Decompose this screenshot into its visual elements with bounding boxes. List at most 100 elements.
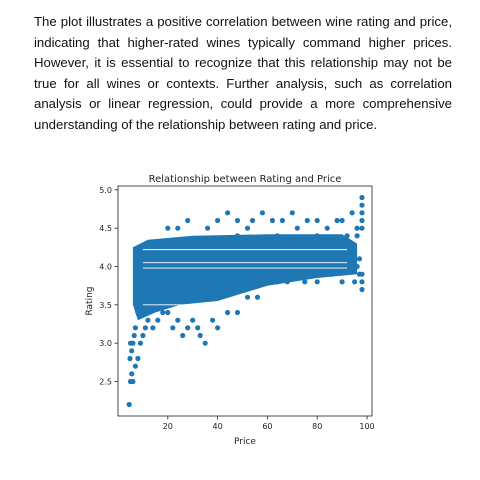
scatter-point [354,225,360,231]
scatter-point [279,217,285,224]
y-tick-label: 3.0 [99,339,112,348]
scatter-point [359,210,365,216]
scatter-point [324,225,330,231]
scatter-point [135,309,141,316]
scatter-point [126,401,132,408]
x-tick-label: 100 [359,422,374,431]
scatter-point [155,317,161,323]
scatter-point [289,210,295,216]
scatter-point [359,225,365,231]
x-axis-label: Price [234,437,256,447]
scatter-point [131,332,137,339]
scatter-point [170,325,176,331]
scatter-point [269,217,275,224]
scatter-point [132,325,138,331]
scatter-point [284,279,290,285]
scatter-point [129,348,135,354]
scatter-point [339,279,345,285]
scatter-point [132,363,138,369]
scatter-point [197,332,203,339]
scatter-point [274,233,280,239]
scatter-point [244,294,251,300]
scatter-point [352,279,358,285]
scatter-point [160,309,166,316]
scatter-point [244,225,251,231]
y-tick-label: 2.5 [99,378,112,387]
scatter-point [127,355,133,362]
scatter-point [249,217,256,224]
scatter-point [195,325,201,331]
scatter-point [175,225,181,231]
chart-title: Relationship between Rating and Price [149,174,342,185]
scatter-point [234,217,241,224]
scatter-point [356,256,363,262]
scatter-point [185,325,191,331]
x-axis-ticks: 20 40 60 80 100 [163,416,375,431]
y-tick-label: 4.0 [99,263,112,272]
scatter-point [180,332,186,339]
scatter-point [359,202,365,208]
scatter-point [175,317,181,323]
scatter-point [314,217,320,224]
scatter-point [225,309,231,316]
x-tick-label: 20 [163,422,173,431]
scatter-point [354,263,360,270]
y-tick-label: 4.5 [99,224,112,233]
y-axis-label: Rating [85,286,95,315]
scatter-point [234,233,241,239]
scatter-point [185,217,191,224]
scatter-chart: 20 40 60 80 100 2.5 3.0 3.5 4.0 4.5 5.0 Relations… [85,174,375,447]
scatter-point [359,194,365,201]
scatter-point [294,225,300,231]
scatter-point [344,233,350,239]
scatter-points [126,194,365,408]
scatter-point [334,217,340,224]
scatter-point [129,371,135,377]
scatter-point [142,325,148,331]
scatter-point [130,378,136,385]
scatter-point [140,332,146,339]
dense-band-area [132,234,358,321]
scatter-point [137,340,143,346]
scatter-point [339,217,345,224]
y-tick-label: 5.0 [99,186,112,195]
scatter-point [274,279,280,285]
scatter-point [165,225,171,231]
scatter-point [202,340,208,346]
scatter-point [205,225,211,231]
scatter-point [234,309,241,316]
scatter-point [135,355,141,362]
x-tick-label: 40 [213,422,223,431]
scatter-point [354,233,360,239]
x-tick-label: 80 [312,422,322,431]
scatter-point [302,279,308,285]
scatter-point [359,286,365,293]
scatter-point [304,217,310,224]
scatter-point [356,271,363,277]
scatter-point [210,317,216,323]
scatter-point [359,279,365,285]
scatter-point [264,279,270,285]
x-tick-label: 60 [262,422,272,431]
description-paragraph: The plot illustrates a positive correlat… [34,14,452,132]
scatter-point [127,340,134,346]
scatter-point [190,317,196,323]
scatter-point [352,248,358,254]
scatter-point [150,325,156,331]
scatter-point [215,217,221,224]
scatter-point [165,309,171,316]
scatter-point [225,210,231,216]
scatter-point [145,317,151,323]
scatter-point [329,271,335,277]
scatter-point [259,210,265,216]
scatter-point [359,217,365,224]
y-tick-label: 3.5 [99,301,112,310]
scatter-point [314,233,320,239]
scatter-point [215,325,221,331]
scatter-point [254,294,261,300]
plot-frame [117,185,373,417]
scatter-point [314,279,320,285]
dense-data-band [132,234,358,321]
scatter-point [349,210,355,216]
y-axis-ticks: 2.5 3.0 3.5 4.0 4.5 5.0 [99,186,118,387]
